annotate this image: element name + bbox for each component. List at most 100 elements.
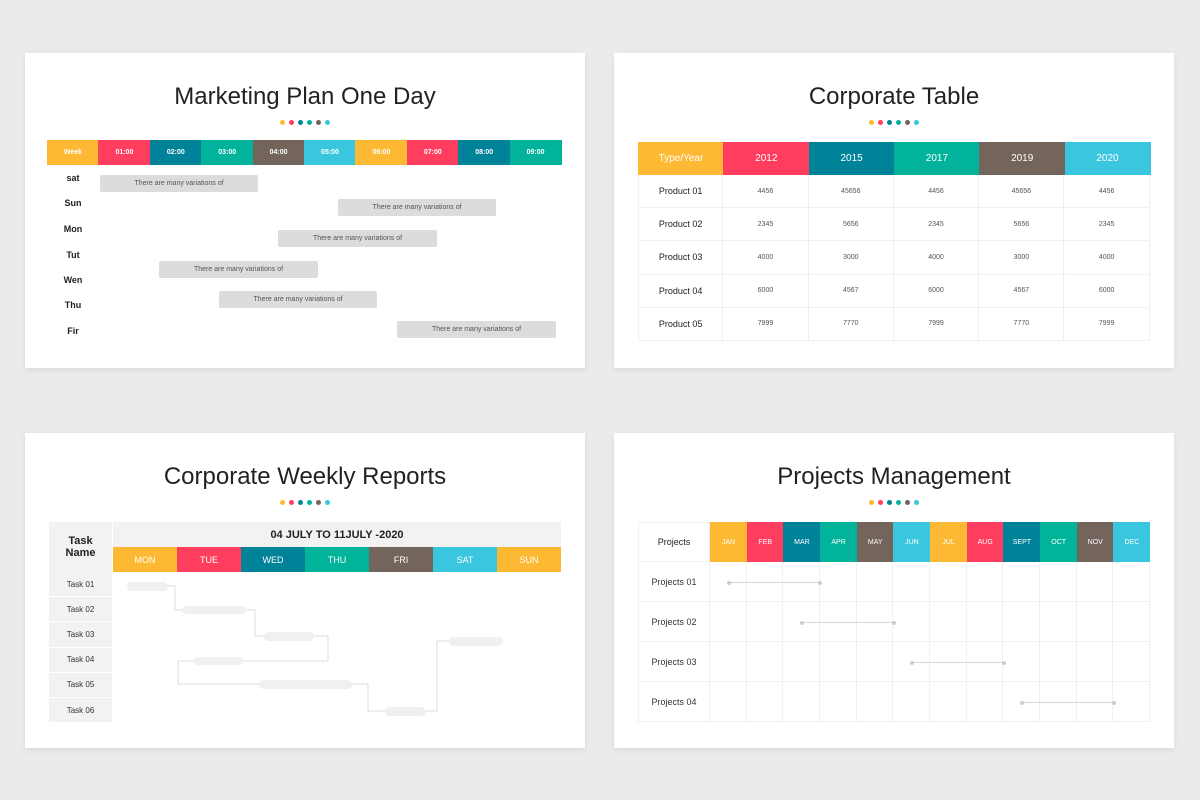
weekday-cell: TUE [177, 547, 241, 572]
table-cell: 4456 [1064, 175, 1150, 209]
time-header-cell: 04:00 [252, 140, 305, 165]
grid-cell [1040, 602, 1077, 642]
timeline-endpoint [800, 620, 805, 625]
grid-cell [893, 682, 930, 722]
timeline-endpoint [1020, 700, 1025, 705]
grid-cell [893, 562, 930, 602]
weekly-title: Corporate Weekly Reports [163, 463, 447, 490]
project-label: Projects 03 [638, 642, 710, 682]
table-cell: 2345 [1064, 208, 1150, 242]
project-label: Projects 01 [638, 562, 710, 602]
grid-cell [966, 602, 1004, 642]
grid-cell [820, 682, 857, 722]
grid-cell [1003, 642, 1040, 682]
dot-4 [905, 120, 910, 125]
product-label: Product 05 [638, 307, 724, 341]
grid-cell [1113, 642, 1150, 682]
month-header-cell: NOV [1076, 522, 1114, 562]
grid-cell [966, 682, 1004, 722]
month-header-cell: MAY [856, 522, 894, 562]
table-cell: 4456 [723, 175, 809, 209]
table-cell: 4000 [723, 241, 809, 275]
table-cell: 6000 [1064, 274, 1150, 308]
date-range-header: 04 JULY TO 11JULY -2020 [113, 522, 561, 547]
dot-5 [325, 500, 330, 505]
dot-3 [307, 120, 312, 125]
task-row-label: Task 04 [49, 647, 112, 672]
table-cell: 4567 [808, 274, 894, 308]
task-gantt [127, 582, 503, 716]
project-timeline-bar [910, 660, 1006, 665]
grid-cell [856, 642, 894, 682]
product-label: Product 03 [638, 241, 724, 275]
day-label: Wen [63, 275, 83, 285]
dot-3 [896, 120, 901, 125]
grid-cell [1076, 642, 1114, 682]
dot-3 [307, 500, 312, 505]
month-header-cell: AUG [966, 522, 1004, 562]
task-pill-05 [259, 680, 352, 689]
timeline-endpoint [1111, 700, 1116, 705]
grid-cell [746, 682, 784, 722]
dot-4 [316, 120, 321, 125]
marketing-plan-card: Marketing Plan One Day Week 01:00 02:00 03:… [25, 53, 585, 368]
table-cell: 2345 [893, 208, 980, 242]
task-row-label: Task 05 [49, 672, 112, 697]
month-header-cell: JUL [930, 522, 968, 562]
schedule-bar-mon: There are many variations of [278, 230, 437, 247]
grid-cell [746, 642, 784, 682]
task-pill-02 [182, 606, 246, 614]
weekday-cell: THU [305, 547, 369, 572]
grid-cell [1113, 562, 1150, 602]
task-pill-04 [193, 657, 243, 665]
table-cell: 3000 [979, 241, 1065, 275]
dot-3 [896, 500, 901, 505]
table-cell: 4000 [1064, 241, 1150, 275]
grid-cell [820, 562, 857, 602]
dot-1 [289, 120, 294, 125]
grid-cell [893, 602, 930, 642]
project-timeline-bar [1020, 700, 1116, 705]
table-cell: 5656 [808, 208, 894, 242]
task-row-label: Task 01 [49, 572, 112, 597]
grid-cell [783, 682, 820, 722]
task-pill-06 [385, 707, 426, 716]
corporate-table-title: Corporate Table [808, 83, 980, 110]
table-cell: 7999 [1064, 307, 1150, 341]
task-pill-03 [264, 632, 314, 641]
projects-title: Projects Management [777, 463, 1011, 490]
grid-cell [856, 562, 894, 602]
grid-cell [930, 562, 967, 602]
day-label: sat [66, 173, 80, 183]
grid-cell [1113, 682, 1150, 722]
dot-5 [325, 120, 330, 125]
decorative-dots [25, 120, 585, 125]
table-cell: 7999 [723, 307, 809, 341]
project-timeline-bar [726, 580, 823, 585]
month-header-cell: SEPT [1003, 522, 1041, 562]
dot-1 [289, 500, 294, 505]
timeline-endpoint [891, 620, 896, 625]
day-label: Mon [63, 224, 83, 234]
weekly-reports-card: Corporate Weekly Reports Task Name 04 JU… [25, 433, 585, 748]
corporate-table-card: Corporate Table Type/Year 2012 2015 2017 201… [614, 53, 1174, 368]
time-header-cell: Week [47, 140, 99, 165]
grid-cell [966, 562, 1004, 602]
task-row-label: Task 03 [49, 622, 112, 647]
timeline-endpoint [1001, 660, 1006, 665]
grid-cell [1003, 602, 1040, 642]
day-label: Thu [64, 300, 82, 310]
month-header-cell: FEB [746, 522, 784, 562]
time-header-cell: 02:00 [149, 140, 202, 165]
table-cell: 7770 [979, 307, 1065, 341]
grid-cell [930, 602, 967, 642]
table-header-cell: 2017 [893, 142, 980, 175]
product-label: Product 02 [638, 208, 724, 242]
table-cell: 7770 [808, 307, 894, 341]
task-pill-01 [127, 582, 168, 591]
dot-1 [878, 500, 883, 505]
decorative-dots [25, 500, 585, 505]
grid-cell [1076, 562, 1114, 602]
timeline-endpoint [726, 580, 731, 585]
table-header-cell: 2019 [979, 142, 1066, 175]
